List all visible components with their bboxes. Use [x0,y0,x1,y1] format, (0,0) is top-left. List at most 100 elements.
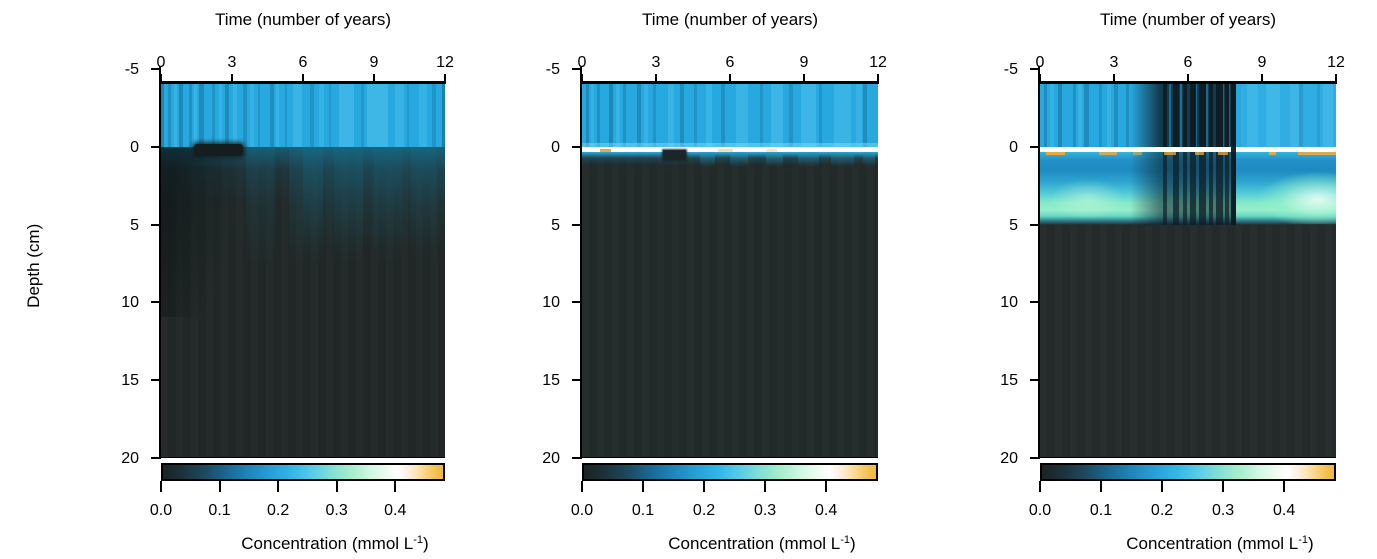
panel1-y-tick [151,68,159,70]
panel3-colorbar-tick [1161,481,1164,492]
panel3-x-tick-label: 0 [1035,54,1045,71]
panel3-colorbar-tick-label: 0.4 [1272,502,1296,519]
panel2-y-tick [572,145,580,148]
panel2-colorbar-tick [825,481,828,492]
panel2-water-light-stripe [644,84,648,147]
panel3-y-tick [1030,379,1038,382]
panel3-colorbar-label: Concentration (mmol L-1) [1070,534,1370,554]
panel2-bright-water-edge [582,143,878,147]
panel3-colorbar-tick [1222,481,1225,492]
panel1-water-light-stripe [250,84,254,147]
panel2-y-axis-spine [580,66,582,459]
panel2-water-dark-stripe [818,84,822,147]
panel2-y-tick-label: 20 [542,450,560,467]
panel3-dark-period-black-stripe [1199,84,1206,147]
panel2-water-light-stripe [667,84,674,147]
panel1-x-tick-label: 3 [227,54,237,71]
panel2-water-dark-stripe [653,84,656,147]
panel2-y-tick-label: 0 [551,138,560,156]
panel3-orange-hotspot [1133,152,1143,155]
panel3-water-dark-period-ramp [1130,84,1160,147]
panel2-water-dark-stripe [623,84,627,147]
panel3-water-dark-stripe [1099,84,1103,147]
panel2-under-line-glow [863,152,876,167]
panel2-orange-hotspot [600,149,611,152]
panel3-x-tick-label: 12 [1327,54,1345,71]
panel1-water-light-stripe [338,84,355,147]
panel2-colorbar-label-sup: -1 [840,534,851,546]
panel1-colorbar-tick-label: 0.0 [149,502,173,519]
panel3-colorbar-tick-label: 0.0 [1028,502,1052,519]
panel3-colorbar-tick [1039,481,1041,492]
panel2-y-tick-label: 15 [542,372,560,390]
panel1-x-tick-label: 0 [156,54,166,71]
panel3-colorbar-label-sup: -1 [1298,534,1309,546]
panel3-water-light-stripe [1290,84,1299,147]
panel2-y-tick-label: 5 [551,216,560,234]
panel3-colorbar-label-prefix: Concentration (mmol L [1126,534,1299,553]
panel2-water-light-stripe [833,84,852,147]
panel3-colorbar-tick [1100,481,1103,492]
panel2-colorbar-tick [703,481,706,492]
panel1-colorbar-tick [160,481,162,492]
panel2-under-line-glow [730,152,748,167]
panel2-x-tick-label: 6 [725,54,735,71]
panel2-colorbar-label-prefix: Concentration (mmol L [668,534,841,553]
panel1-y-tick [151,145,159,148]
panel3-x-tick [1335,74,1337,84]
panel2-x-tick [729,74,731,84]
panel3-dark-period-black-stripe [1183,84,1187,147]
y-axis-title: Depth (cm) [24,223,44,308]
panel3-band-black-stripe [1172,152,1179,225]
panel3-water-dark-stripe [1316,84,1320,147]
panel1-sediment-glow-column [374,147,403,267]
panel1-y-tick [151,379,159,382]
panel1-water-light-stripe [318,84,325,147]
panel1-x-tick-label: 6 [298,54,308,71]
panel1-sediment-glow-column [288,147,323,267]
panel1-y-tick-label: 5 [130,216,139,234]
panel2-water-dark-stripe [759,84,763,147]
panel3-water-dark-stripe [1125,84,1129,147]
panel3-surface-white-layer [1040,147,1336,152]
panel1-water-light-stripe [193,84,198,147]
panel1-low-concentration-wedge [161,147,289,317]
panel2-colorbar-tick-label: 0.3 [753,502,777,519]
panel1-sediment-glow-column [410,147,437,267]
panel1-water-light-stripe [395,84,404,147]
panel2-water-dark-stripe [679,84,684,147]
panel1-water-dark-stripe [168,84,171,147]
panel2-water-light-stripe [801,84,816,147]
panel2-colorbar-tick [764,481,767,492]
panel3-y-tick [1030,68,1038,70]
panel2-x-tick [803,74,805,84]
panel3-orange-hotspot [1297,152,1336,155]
panel3-water-light-stripe [1247,84,1258,147]
panel1-y-tick [151,457,159,459]
panel3-dark-period-black-stripe [1190,84,1196,147]
panel3-water-light-stripe [1078,84,1083,147]
panel3-dark-period-black-stripe [1162,84,1168,147]
panel2-colorbar-label-suffix: ) [850,534,856,553]
panel3-dark-period-black-stripe [1225,84,1229,147]
panel2-x-tick [655,74,657,84]
panel1-colorbar-tick [277,481,280,492]
panel1-plot-bottom-border [159,457,445,458]
panel1-colorbar-label-prefix: Concentration (mmol L [241,534,414,553]
panel3-dark-period-blue-stripe [1205,84,1209,147]
panel2-x-tick-label: 12 [869,54,887,71]
panel1-water-dark-stripe [257,84,261,147]
panel3-orange-hotspot [1164,152,1177,155]
panel3-colorbar-tick [1283,481,1286,492]
panel2-y-tick [572,301,580,304]
panel3-water-light-stripe [1266,84,1280,147]
panel1-colorbar-tick-label: 0.2 [266,502,290,519]
panel3-dark-period-black-stripe [1172,84,1179,147]
panel2-water-dark-stripe [789,84,793,147]
panel2-water-column [582,84,878,147]
panel1-water-light-stripe [419,84,427,147]
panel3-water-dark-stripe [1114,84,1118,147]
panel1-water-dark-stripe [212,84,215,147]
panel2-under-line-glow [830,152,855,167]
panel2-colorbar-tick-label: 0.0 [570,502,594,519]
